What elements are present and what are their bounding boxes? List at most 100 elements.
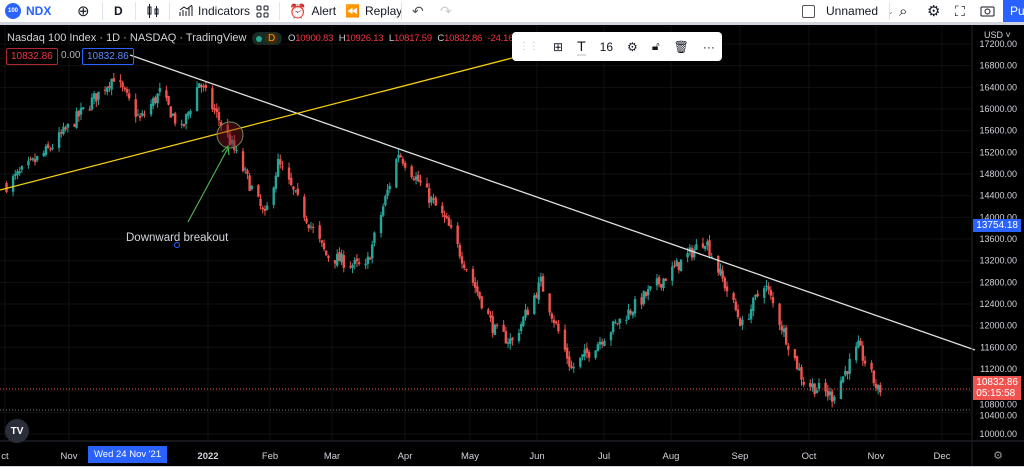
candle-body	[539, 276, 543, 282]
buy-price-box[interactable]: 10832.86	[82, 48, 134, 65]
drag-handle-icon[interactable]: ⋮⋮	[519, 41, 539, 52]
chart-pane[interactable]: 17200.00 16800.00 16400.00 16000.00 15600.00…	[0, 25, 1024, 466]
candle-body	[802, 381, 805, 385]
candle-body	[509, 338, 512, 344]
candle-body	[31, 158, 34, 160]
replay-button[interactable]: ⏪ Replay	[345, 0, 402, 22]
candle-body	[112, 78, 116, 82]
candle-body	[855, 346, 858, 361]
layout-name-dropdown[interactable]: Unnamed ⌄	[826, 0, 894, 22]
candle-body	[119, 80, 122, 82]
time-tick-label: Apr	[398, 451, 413, 462]
candle-body	[627, 309, 630, 320]
annotation-text[interactable]: Downward breakout	[126, 232, 229, 244]
settings-gear-icon[interactable]: ⚙	[627, 39, 638, 54]
candle-body	[173, 113, 177, 124]
time-tick-label: Oct	[802, 451, 817, 462]
more-options-icon[interactable]: ···	[702, 39, 715, 54]
candle-body	[309, 226, 313, 228]
candle-body	[77, 110, 80, 117]
symbol-search[interactable]: 100 NDX	[5, 0, 51, 22]
gear-icon[interactable]: ⚙	[927, 3, 941, 20]
chart-type-candles-icon[interactable]	[146, 0, 160, 22]
candle-body	[127, 93, 131, 99]
candle-body	[384, 196, 387, 206]
candle-body	[318, 225, 321, 239]
candle-body	[846, 371, 849, 374]
candle-body	[581, 354, 584, 358]
candle-body	[336, 253, 339, 266]
publish-button[interactable]: Pu	[1003, 0, 1024, 22]
candle-body	[261, 207, 264, 210]
candle-body	[848, 358, 851, 374]
candle-body	[106, 87, 109, 92]
candle-body	[662, 278, 665, 289]
candle-body	[340, 253, 343, 263]
candle-body	[585, 348, 589, 353]
price-chart[interactable]: 17200.00 16800.00 16400.00 16000.00 15600.00…	[0, 25, 1024, 466]
candle-body	[596, 344, 600, 352]
price-tick-label: 17200.00	[979, 39, 1017, 49]
candle-body	[141, 113, 144, 116]
candle-body	[294, 190, 297, 192]
candle-body	[125, 88, 129, 93]
currency-selector[interactable]: USD ˅	[984, 30, 1011, 40]
candle-body	[719, 268, 722, 275]
candle-body	[136, 114, 140, 116]
candle-body	[42, 152, 45, 157]
candle-body	[813, 383, 816, 395]
alert-button[interactable]: ⏰ Alert	[289, 0, 336, 22]
candle-body	[79, 107, 83, 115]
time-tick-label: Jun	[529, 451, 544, 462]
interval-button[interactable]: D	[114, 4, 123, 18]
candle-body	[660, 283, 663, 288]
candle-body	[265, 205, 269, 210]
candle-body	[217, 112, 221, 121]
breakout-highlight-circle	[216, 121, 244, 149]
replay-label: Replay	[364, 4, 403, 18]
candle-body	[784, 327, 788, 345]
search-icon[interactable]: ⌕	[899, 2, 908, 20]
compare-plus-icon[interactable]: ⊕	[77, 3, 90, 20]
market-open-dot-icon	[256, 35, 262, 42]
templates-add-icon[interactable]: ⊞	[553, 39, 564, 54]
candle-body	[134, 99, 137, 117]
fullscreen-icon[interactable]: ⛶	[955, 2, 965, 19]
candle-body	[572, 367, 575, 369]
price-tick-label: 10400.00	[979, 410, 1017, 420]
candle-body	[443, 215, 446, 218]
candle-body	[382, 206, 385, 216]
candle-body	[504, 331, 508, 344]
candle-body	[250, 185, 253, 190]
camera-icon[interactable]	[980, 0, 995, 22]
trash-icon[interactable]: 🗑︎	[673, 39, 689, 54]
candle-body	[511, 337, 514, 341]
candle-body	[861, 345, 865, 361]
candle-body	[399, 155, 402, 158]
text-color-icon[interactable]: T	[577, 37, 586, 56]
candle-body	[548, 293, 551, 313]
indicators-button[interactable]: Indicators	[179, 0, 250, 22]
redo-icon[interactable]: ↷	[440, 2, 452, 19]
candle-body	[828, 391, 832, 396]
font-size-button[interactable]: 16	[599, 39, 614, 54]
unlock-icon[interactable]: 🔓︎	[651, 39, 660, 53]
time-tick-label: ct	[1, 451, 9, 462]
candle-body	[721, 270, 724, 279]
candle-body	[62, 126, 65, 135]
undo-icon[interactable]: ↶	[412, 2, 424, 19]
candle-body	[257, 185, 260, 197]
candle-body	[844, 370, 847, 376]
candle-body	[395, 159, 398, 188]
candle-body	[368, 257, 372, 260]
candle-body	[535, 294, 538, 298]
candle-body	[202, 86, 205, 88]
layout-checkbox-icon[interactable]	[802, 0, 815, 22]
candle-body	[152, 98, 155, 106]
candle-body	[524, 309, 527, 318]
candle-body	[427, 188, 431, 203]
price-tick-label: 14800.00	[979, 169, 1017, 179]
templates-grid-icon[interactable]	[256, 0, 269, 22]
sell-price-box[interactable]: 10832.86	[6, 48, 58, 65]
candle-body	[88, 109, 91, 111]
